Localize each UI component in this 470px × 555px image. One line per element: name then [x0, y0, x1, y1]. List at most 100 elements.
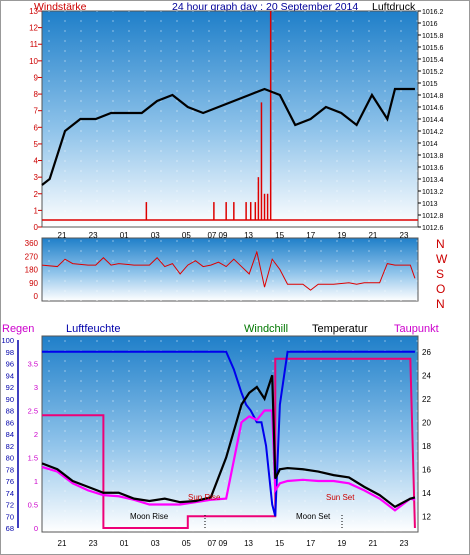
direction-tick-label: 360 [25, 239, 39, 248]
direction-letter: N [436, 237, 445, 251]
pressure-tick-label: 1013 [422, 201, 438, 208]
bottom-x-tick-label: 17 [306, 539, 315, 548]
top-x-tick-label: 13 [244, 231, 253, 240]
top-x-tick-label: 23 [89, 231, 98, 240]
top-x-tick-label: 23 [400, 231, 409, 240]
rain-tick-label: 1.5 [28, 454, 38, 463]
wind-direction-line [41, 249, 416, 291]
bottom-x-tick-label: 13 [244, 539, 253, 548]
pressure-line [41, 87, 415, 186]
pressure-tick-label: 1014.2 [422, 129, 444, 136]
pressure-tick-label: 1014.4 [422, 117, 444, 124]
humidity-tick-label: 98 [6, 348, 14, 357]
rain-tick-label: 0 [34, 524, 38, 533]
temperature-tick-label: 20 [422, 418, 431, 427]
bottom-plot-grid [42, 336, 418, 532]
pressure-tick-label: 1012.8 [422, 213, 444, 220]
top-x-tick-label: 05 [182, 231, 191, 240]
rain-tick-label: 3.5 [28, 360, 38, 369]
direction-letter: S [436, 267, 444, 281]
humidity-axis-title: Luftfeuchte [66, 323, 120, 335]
humidity-tick-label: 80 [6, 454, 14, 463]
wind-tick-label: 7 [34, 107, 39, 116]
sun-set-annotation: Sun Set [326, 493, 355, 502]
humidity-tick-label: 68 [6, 524, 14, 533]
temperature-legend: Temperatur [312, 323, 368, 335]
temperature-line [41, 374, 416, 509]
pressure-tick-label: 1016 [422, 21, 438, 28]
humidity-tick-label: 78 [6, 465, 14, 474]
temperature-tick-label: 18 [422, 442, 431, 451]
top-x-tick-label: 03 [151, 231, 160, 240]
chart-title: 24 hour graph day : 20 September 2014 [172, 1, 358, 13]
humidity-tick-label: 76 [6, 477, 14, 486]
direction-tick-label: 0 [34, 292, 39, 301]
moon-rise-annotation: Moon Rise [130, 512, 169, 521]
pressure-tick-label: 1015.6 [422, 45, 444, 52]
humidity-tick-label: 70 [6, 512, 14, 521]
top-x-tick-label: 19 [337, 231, 346, 240]
temperature-tick-label: 16 [422, 465, 431, 474]
sun-rise-annotation: Sun Rise [188, 493, 221, 502]
pressure-tick-label: 1015.8 [422, 33, 444, 40]
bottom-x-tick-label: 23 [89, 539, 98, 548]
rain-tick-label: 2.5 [28, 407, 38, 416]
chart-marks-layer: 0123456789101112131012.61012.810131013.2… [1, 7, 443, 548]
dewpoint-legend: Taupunkt [394, 323, 439, 335]
wind-tick-label: 3 [34, 173, 39, 182]
direction-letter: O [436, 282, 445, 296]
humidity-tick-label: 90 [6, 395, 14, 404]
pressure-tick-label: 1015.2 [422, 69, 444, 76]
direction-letter: N [436, 297, 445, 311]
temperature-tick-label: 26 [422, 348, 431, 357]
wind-tick-label: 4 [34, 157, 39, 166]
wind-tick-label: 13 [29, 7, 38, 16]
pressure-tick-label: 1015.4 [422, 57, 444, 64]
direction-tick-label: 90 [29, 279, 38, 288]
humidity-line [42, 350, 415, 517]
top-plot-grid [42, 11, 418, 227]
humidity-tick-label: 72 [6, 501, 14, 510]
bottom-x-tick-label: 01 [120, 539, 129, 548]
wind-tick-label: 6 [34, 123, 39, 132]
pressure-tick-label: 1013.4 [422, 177, 444, 184]
top-x-tick-label: 21 [58, 231, 67, 240]
humidity-tick-label: 100 [1, 336, 14, 345]
wind-tick-label: 11 [30, 40, 39, 49]
humidity-tick-label: 74 [6, 489, 14, 498]
bottom-x-tick-label: 07 09 [207, 539, 228, 548]
bottom-x-tick-label: 23 [400, 539, 409, 548]
moon-set-annotation: Moon Set [296, 512, 331, 521]
top-x-tick-label: 15 [275, 231, 284, 240]
rain-tick-label: 1 [34, 477, 38, 486]
rain-line [42, 357, 416, 529]
pressure-tick-label: 1016.2 [422, 9, 444, 16]
wind-tick-label: 10 [29, 57, 38, 66]
direction-tick-label: 270 [25, 252, 39, 261]
direction-letter: W [436, 252, 448, 266]
bottom-x-tick-label: 21 [368, 539, 377, 548]
wind-tick-label: 12 [29, 24, 38, 33]
pressure-tick-label: 1014.6 [422, 105, 444, 112]
pressure-tick-label: 1014.8 [422, 93, 444, 100]
direction-plot-grid [42, 238, 418, 301]
bottom-x-tick-label: 19 [337, 539, 346, 548]
wind-tick-label: 5 [34, 140, 39, 149]
pressure-tick-label: 1013.8 [422, 153, 444, 160]
temperature-tick-label: 24 [422, 371, 431, 380]
humidity-tick-label: 92 [6, 383, 14, 392]
rain-tick-label: 0.5 [28, 501, 38, 510]
windchill-legend: Windchill [244, 323, 288, 335]
humidity-tick-label: 86 [6, 418, 14, 427]
bottom-x-tick-label: 03 [151, 539, 160, 548]
wind-tick-label: 0 [34, 223, 39, 232]
humidity-tick-label: 88 [6, 407, 14, 416]
humidity-tick-label: 82 [6, 442, 14, 451]
pressure-tick-label: 1013.2 [422, 189, 444, 196]
wind-tick-label: 2 [34, 190, 39, 199]
top-x-tick-label: 01 [120, 231, 129, 240]
pressure-tick-label: 1014 [422, 141, 438, 148]
top-x-tick-label: 21 [368, 231, 377, 240]
